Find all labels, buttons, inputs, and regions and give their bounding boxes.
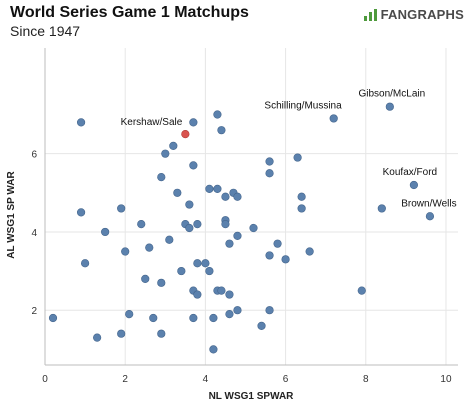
data-point (121, 247, 130, 256)
x-tick-label: 8 (363, 374, 369, 385)
data-point (117, 204, 126, 213)
data-point (233, 192, 242, 201)
x-tick-label: 0 (42, 374, 48, 385)
data-point (221, 192, 230, 201)
data-point (141, 274, 150, 284)
data-point (205, 184, 214, 193)
data-point (265, 251, 274, 260)
data-point (157, 329, 166, 338)
data-point (76, 118, 86, 127)
data-point (213, 110, 222, 119)
data-point (137, 220, 146, 229)
data-point (281, 255, 290, 264)
annotations: Kershaw/Sale Schilling/Mussina Gibson/McLa… (121, 89, 457, 210)
data-point (189, 161, 198, 170)
point-annotation-label: Gibson/McLain (358, 89, 425, 100)
chart-subtitle: Since 1947 (10, 23, 81, 39)
data-point (217, 286, 226, 295)
chart-title: World Series Game 1 Matchups (10, 4, 249, 21)
data-point (80, 259, 90, 268)
data-point (205, 266, 214, 276)
y-tick-label: 6 (31, 150, 37, 161)
data-point (297, 192, 306, 201)
data-point (225, 310, 234, 319)
data-point (193, 290, 202, 299)
labeled-data-point (409, 180, 418, 190)
labeled-data-point (425, 212, 435, 221)
data-point (377, 204, 386, 213)
data-point (101, 227, 110, 237)
data-point (76, 208, 86, 217)
data-point (165, 235, 174, 244)
grid-lines (44, 48, 458, 365)
data-point (145, 243, 154, 252)
y-tick-label: 2 (31, 306, 37, 317)
x-tick-label: 4 (203, 374, 209, 385)
data-point (161, 149, 170, 158)
data-point (173, 188, 182, 197)
data-point (193, 259, 202, 268)
data-point (189, 313, 198, 323)
data-point (177, 266, 186, 276)
data-point (185, 223, 194, 233)
x-axis-title: NL WSG1 SPWAR (209, 391, 295, 402)
labeled-data-point (385, 102, 394, 111)
data-point (209, 313, 218, 323)
data-point (157, 173, 166, 182)
data-point (125, 310, 134, 319)
y-axis-title: AL WSG1 SP WAR (6, 171, 17, 259)
point-annotation-label: Brown/Wells (401, 198, 456, 209)
point-annotation-label: Schilling/Mussina (264, 100, 342, 111)
data-point (265, 169, 274, 178)
axes: 0 2 4 6 8 10 2 4 6 (31, 48, 458, 385)
data-point (249, 223, 258, 233)
data-points (48, 102, 435, 354)
point-annotation-label: Koufax/Ford (383, 167, 437, 178)
data-point (193, 220, 202, 229)
data-point (48, 313, 58, 323)
data-point (233, 231, 242, 240)
x-tick-label: 2 (122, 374, 128, 385)
data-point (297, 204, 306, 213)
highlighted-data-point (181, 129, 190, 139)
data-point (149, 313, 158, 323)
point-annotation-label: Kershaw/Sale (121, 117, 183, 128)
data-point (221, 220, 230, 229)
data-point (233, 306, 242, 315)
data-point (225, 239, 234, 248)
data-point (217, 126, 226, 135)
data-point (265, 306, 274, 315)
data-point (305, 247, 314, 256)
fangraphs-logo-icon (363, 8, 377, 21)
brand-logo: FANGRAPHS (363, 7, 464, 22)
data-point (293, 153, 302, 162)
data-point (209, 345, 218, 354)
x-tick-label: 6 (283, 374, 289, 385)
y-tick-label: 4 (31, 228, 37, 239)
data-point (357, 286, 366, 295)
labeled-data-point (329, 114, 338, 123)
data-point (157, 278, 166, 287)
data-point (257, 321, 266, 330)
data-point (117, 329, 126, 338)
data-point (213, 184, 222, 193)
data-point (93, 333, 102, 342)
data-point (273, 239, 282, 248)
brand-name: FANGRAPHS (380, 7, 464, 22)
x-tick-label: 10 (440, 374, 452, 385)
data-point (189, 118, 198, 127)
data-point (201, 259, 210, 268)
data-point (185, 200, 194, 209)
data-point (225, 290, 234, 299)
data-point (169, 141, 178, 150)
data-point (265, 157, 274, 166)
